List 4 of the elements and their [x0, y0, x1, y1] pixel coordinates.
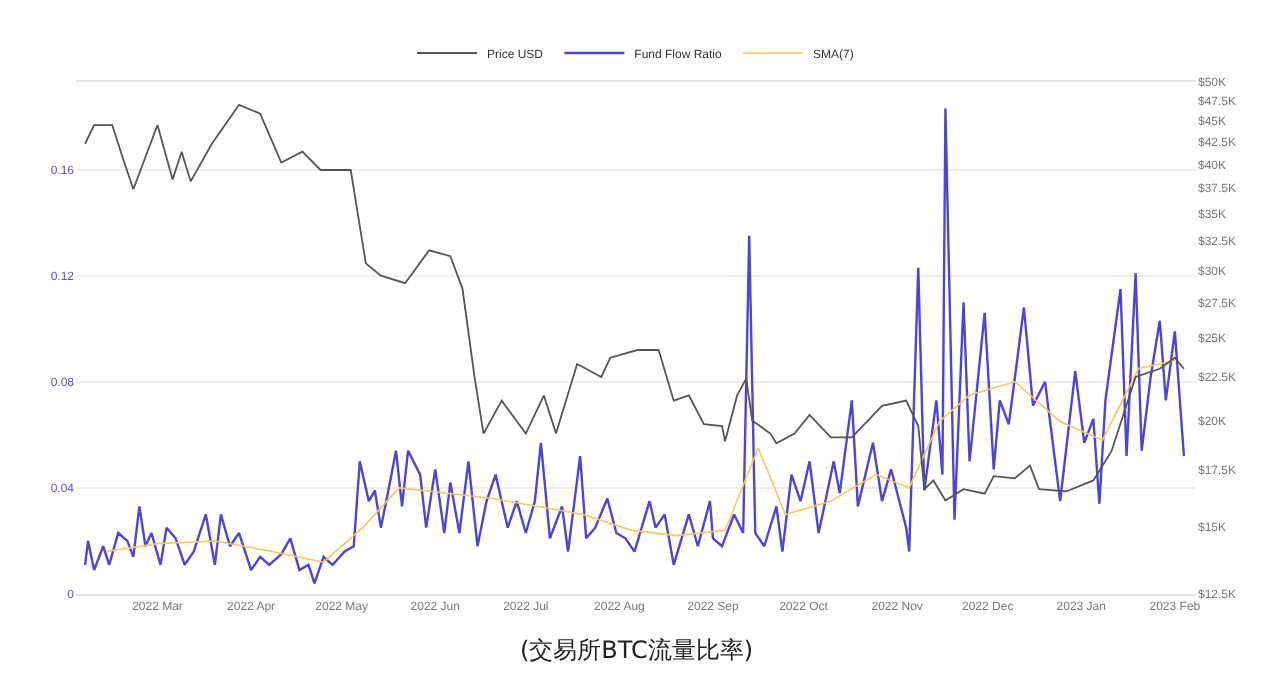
line-series [83, 107, 1186, 585]
text: (交易所BTC流量比率) [520, 636, 754, 664]
line-series [105, 359, 1176, 563]
line-series [84, 103, 1185, 502]
